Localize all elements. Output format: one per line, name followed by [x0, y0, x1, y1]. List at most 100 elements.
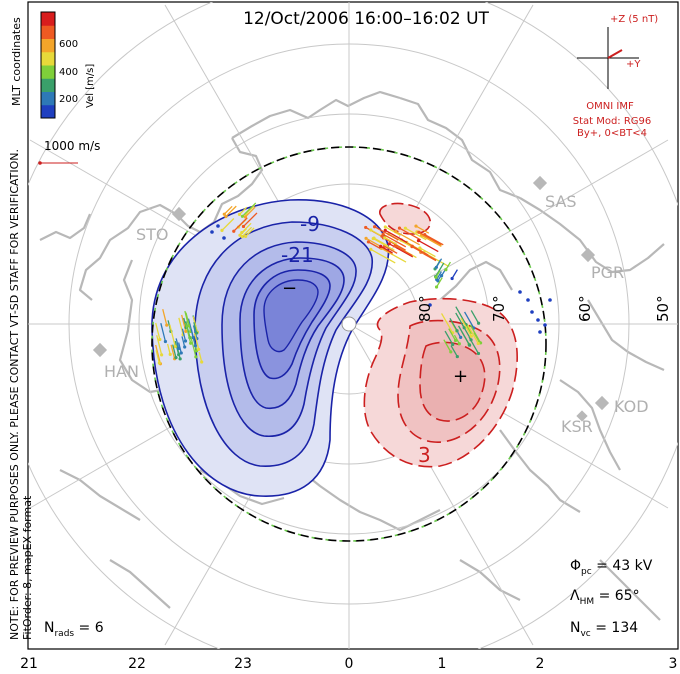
imf-y-label: +Y: [626, 59, 641, 70]
map-title: 12/Oct/2006 16:00–16:02 UT: [243, 9, 489, 29]
velocity-vector: [155, 350, 160, 364]
velocity-vector: [155, 344, 162, 364]
velocity-vector-origin: [383, 236, 387, 240]
velocity-vector-origin: [476, 341, 480, 346]
velocity-vector: [221, 218, 235, 231]
colorbar-band: [41, 78, 55, 92]
velocity-vector: [469, 324, 482, 344]
station-marker-han: [92, 342, 108, 358]
colorbar-tick-400: 400: [59, 67, 78, 78]
low-velocity-point: [518, 290, 522, 294]
velocity-vector: [175, 338, 180, 349]
velocity-vector-origin: [189, 341, 193, 345]
hm-boundary: [151, 146, 547, 542]
velocity-vector-origin: [436, 279, 440, 283]
velocity-vector-origin: [238, 233, 242, 237]
velocity-vector-origin: [393, 244, 397, 248]
velocity-vector-origin: [244, 234, 248, 238]
velocity-vector: [383, 237, 406, 251]
velocity-vector: [455, 306, 467, 325]
colorbar-band: [41, 65, 55, 79]
velocity-vector: [184, 310, 190, 327]
velocity-vector: [243, 212, 258, 227]
velocity-scale-label: 1000 m/s: [44, 139, 100, 153]
velocity-vector-origin: [414, 224, 418, 228]
velocity-vector: [453, 334, 460, 345]
station-marker-pgr: [580, 247, 596, 263]
velocity-vector: [394, 245, 413, 257]
velocity-vector-origin: [160, 353, 164, 357]
velocity-vector-origin: [455, 354, 459, 359]
velocity-vector: [245, 204, 256, 215]
velocity-vector: [381, 247, 394, 255]
velocity-vector: [166, 343, 171, 355]
station-marker-kod: [594, 395, 610, 411]
velocity-vector-origin: [200, 360, 204, 364]
velocity-vector: [172, 344, 177, 358]
velocity-vector-origin: [434, 265, 438, 269]
velocity-vector-origin: [184, 329, 188, 333]
low-velocity-point: [536, 318, 540, 322]
velocity-vector-origin: [220, 228, 224, 232]
velocity-vector: [160, 323, 167, 342]
velocity-vector: [419, 247, 436, 258]
velocity-vector: [245, 227, 255, 237]
velocity-vector-origin: [240, 230, 244, 235]
low-velocity-point: [548, 298, 552, 302]
low-velocity-point: [538, 330, 542, 334]
n-rads-value: 6: [95, 620, 104, 636]
velocity-vector-origin: [173, 344, 177, 349]
imf-model: Stat Mod: RG96: [573, 116, 652, 127]
velocity-vector: [443, 339, 452, 353]
low-velocity-point: [428, 303, 432, 307]
velocity-vector-origin: [163, 339, 168, 344]
velocity-vector-origin: [232, 229, 236, 233]
velocity-vector: [382, 233, 407, 248]
velocity-vector: [198, 351, 203, 363]
velocity-vector-origin: [165, 323, 169, 327]
n-vc-stat: Nvc = 134: [570, 620, 638, 639]
velocity-vector-origin: [455, 329, 459, 333]
colorbar-tick-200: 200: [59, 94, 78, 105]
velocity-vector: [470, 310, 480, 324]
velocity-vector: [239, 206, 248, 215]
velocity-vector: [464, 311, 475, 329]
lat-label-60: 60°: [576, 295, 594, 322]
velocity-vector-origin: [416, 239, 421, 243]
velocity-vector: [444, 330, 454, 345]
velocity-vector: [384, 245, 398, 254]
velocity-vector-origin: [243, 215, 248, 219]
velocity-vector: [384, 237, 398, 246]
lat-label-50: 50°: [654, 295, 672, 322]
velocity-vector-origin: [241, 224, 246, 229]
velocity-vectors: [155, 202, 552, 366]
velocity-vector: [418, 231, 442, 245]
n-rads-stat: Nrads = 6: [44, 620, 104, 639]
colorbar-band: [41, 38, 55, 53]
velocity-vector-origin: [194, 355, 198, 359]
colorbar-band: [41, 12, 55, 26]
velocity-vector-origin: [179, 351, 183, 355]
mlt-label-23: 23: [234, 656, 252, 672]
station-label-han: HAN: [104, 362, 139, 381]
velocity-vector: [418, 240, 439, 253]
lat-label-80: 80°: [416, 295, 434, 322]
velocity-vector: [388, 243, 414, 258]
phi-pc-value: 43 kV: [612, 558, 652, 574]
velocity-vector: [460, 317, 472, 337]
velocity-vector: [193, 322, 198, 334]
imf-condition: By+, 0<BT<4: [577, 128, 647, 139]
velocity-vector: [435, 277, 443, 288]
velocity-vector: [169, 324, 176, 347]
velocity-vector: [181, 328, 187, 342]
velocity-vector: [193, 332, 200, 350]
velocity-vector-origin: [381, 232, 385, 236]
colorbar-band: [41, 51, 55, 66]
velocity-vector-origin: [467, 343, 472, 347]
velocity-vector: [457, 325, 471, 346]
velocity-vector-origin: [364, 225, 368, 230]
velocity-vector: [451, 269, 458, 279]
velocity-vector: [190, 329, 197, 346]
velocity-vector: [155, 322, 161, 340]
velocity-vector: [170, 344, 176, 359]
